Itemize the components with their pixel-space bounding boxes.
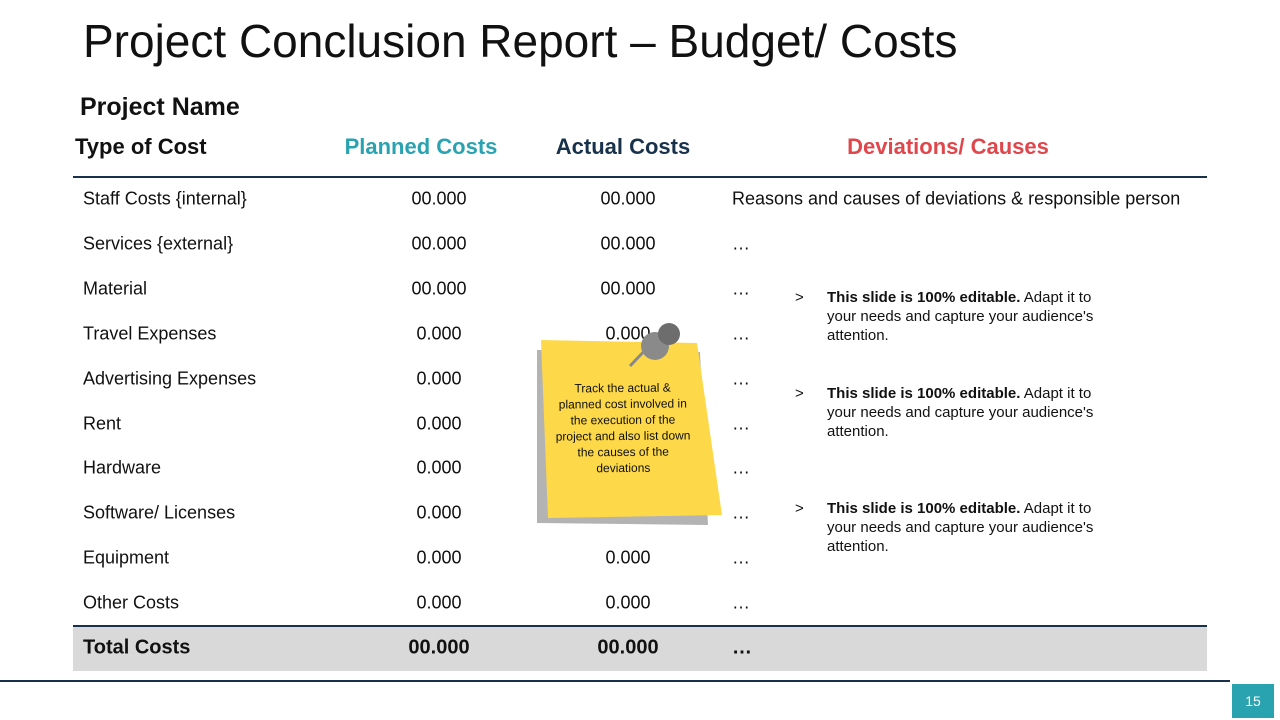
cell: 0.000	[416, 323, 462, 344]
row-label: Other Costs	[83, 592, 180, 613]
bullet-bold: This slide is 100% editable.	[827, 385, 1021, 402]
column-header: Deviations/ Causes	[847, 134, 1049, 159]
row-label: Material	[83, 278, 148, 299]
column-header: Planned Costs	[344, 134, 498, 159]
bullet-text: This slide is 100% editable. Adapt it to…	[827, 384, 1115, 441]
pin-top	[658, 323, 680, 345]
cell: 00.000	[600, 278, 656, 299]
bullet-text: This slide is 100% editable. Adapt it to…	[827, 499, 1115, 556]
cell: 0.000	[416, 368, 462, 389]
row-label: Travel Expenses	[83, 323, 217, 344]
row-label: Advertising Expenses	[83, 368, 257, 389]
row-label: Equipment	[83, 547, 170, 568]
row-label: Hardware	[83, 457, 162, 478]
bullet-marker: >	[795, 500, 804, 517]
cell: …	[732, 278, 750, 299]
cell: 00.000	[408, 636, 470, 659]
row-label: Software/ Licenses	[83, 502, 236, 523]
footer-rule	[0, 680, 1230, 682]
cell: 0.000	[416, 457, 462, 478]
cell: 00.000	[411, 278, 467, 299]
cell: 0.000	[416, 547, 462, 568]
cell: 00.000	[600, 233, 656, 254]
cell: …	[732, 413, 750, 433]
cell: 0.000	[605, 547, 651, 568]
row-label: Total Costs	[83, 636, 191, 659]
bullet-body: Adapt it to your needs and capture your …	[827, 289, 1094, 344]
row-label: Rent	[83, 413, 122, 433]
bullet-body: Adapt it to your needs and capture your …	[827, 500, 1094, 555]
cell: 00.000	[411, 233, 467, 254]
cell: …	[732, 233, 750, 254]
subtitle: Project Name	[80, 93, 240, 121]
bullet: > This slide is 100% editable. Adapt it t…	[795, 288, 1115, 345]
note-paper	[541, 340, 722, 518]
bullet: > This slide is 100% editable. Adapt it t…	[795, 499, 1115, 556]
cell: 00.000	[411, 188, 467, 209]
bullet-bold: This slide is 100% editable.	[827, 500, 1021, 517]
cell: 00.000	[600, 188, 656, 209]
cell: …	[732, 592, 750, 613]
cell: …	[732, 457, 750, 478]
cell: 0.000	[416, 502, 462, 523]
page-number: 15	[1232, 684, 1274, 718]
cell: 00.000	[597, 636, 659, 659]
header-rule	[73, 176, 1207, 178]
cell: …	[732, 502, 750, 523]
column-header: Type of Cost	[75, 134, 207, 159]
column-header: Actual Costs	[555, 134, 691, 159]
bullet-marker: >	[795, 385, 804, 402]
cell: Reasons and causes of deviations & respo…	[732, 188, 1181, 209]
total-band	[73, 625, 1207, 671]
row-label: Staff Costs {internal}	[83, 188, 247, 209]
bullet-marker: >	[795, 289, 804, 306]
cell: 0.000	[605, 592, 651, 613]
note-text: Track the actual & planned cost involved…	[555, 380, 691, 476]
bullet-text: This slide is 100% editable. Adapt it to…	[827, 288, 1115, 345]
cell: 0.000	[416, 413, 462, 433]
cell: …	[732, 368, 750, 389]
title: Project Conclusion Report – Budget/ Cost…	[83, 15, 958, 67]
bullet-body: Adapt it to your needs and capture your …	[827, 385, 1094, 440]
cell: …	[732, 547, 750, 568]
bullet-bold: This slide is 100% editable.	[827, 289, 1021, 306]
cell: 0.000	[416, 592, 462, 613]
cell: …	[732, 636, 752, 659]
bullet: > This slide is 100% editable. Adapt it t…	[795, 384, 1115, 441]
cell: …	[732, 323, 750, 344]
cell: 0.000	[605, 323, 651, 344]
row-label: Services {external}	[83, 233, 234, 254]
